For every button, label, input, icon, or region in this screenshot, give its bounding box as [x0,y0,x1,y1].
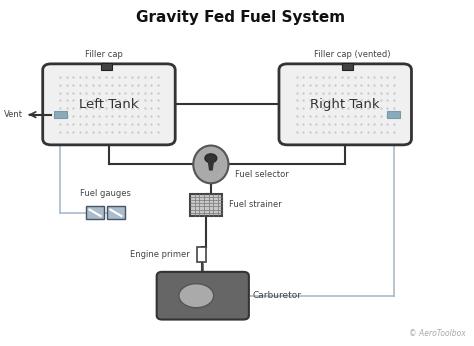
Text: Engine primer: Engine primer [130,250,190,259]
Text: Right Tank: Right Tank [310,98,380,111]
FancyBboxPatch shape [279,64,411,145]
Text: Fuel strainer: Fuel strainer [229,200,282,209]
Text: © AeroToolbox: © AeroToolbox [409,329,465,338]
Bar [86,206,104,219]
Text: Filler cap: Filler cap [85,50,123,59]
Ellipse shape [193,146,228,183]
Bar [197,247,206,262]
Bar [54,111,67,118]
Bar [342,63,353,70]
Bar [101,63,112,70]
FancyBboxPatch shape [43,64,175,145]
Text: Fuel gauges: Fuel gauges [80,189,131,198]
Bar [387,111,401,118]
Text: Left Tank: Left Tank [79,98,139,111]
Ellipse shape [179,284,214,308]
Bar [190,194,222,216]
Polygon shape [208,161,214,171]
Text: Filler cap (vented): Filler cap (vented) [314,50,391,59]
Text: Fuel selector: Fuel selector [236,170,289,179]
FancyBboxPatch shape [157,272,249,320]
Text: Carburetor: Carburetor [253,291,301,300]
Bar [107,206,125,219]
Text: Vent: Vent [4,110,23,119]
Circle shape [205,154,217,163]
Text: Gravity Fed Fuel System: Gravity Fed Fuel System [137,10,346,25]
